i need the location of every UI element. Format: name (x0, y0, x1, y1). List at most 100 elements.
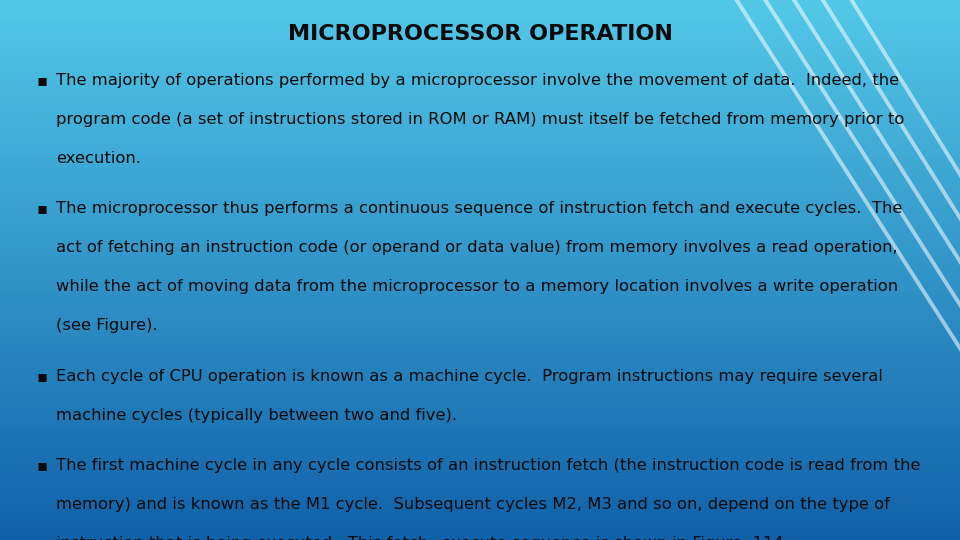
Bar (0, 169, 960, 171)
Bar (0, 275, 960, 277)
Bar (0, 81, 960, 83)
Bar (0, 144, 960, 146)
Bar (0, 385, 960, 387)
Bar (0, 115, 960, 117)
Bar (0, 324, 960, 326)
Bar (0, 225, 960, 227)
Bar (0, 167, 960, 169)
Bar (0, 166, 960, 167)
Bar (0, 320, 960, 322)
Bar (0, 443, 960, 444)
Bar (0, 401, 960, 403)
Bar (0, 79, 960, 81)
Bar (0, 248, 960, 250)
Bar (0, 383, 960, 385)
Bar (0, 349, 960, 351)
Bar (0, 231, 960, 232)
Bar (0, 133, 960, 135)
Bar (0, 36, 960, 38)
Bar (0, 52, 960, 54)
Bar (0, 4, 960, 5)
Bar (0, 228, 960, 231)
Text: machine cycles (typically between two and five).: machine cycles (typically between two an… (56, 408, 457, 423)
Bar (0, 7, 960, 9)
Text: execution.: execution. (56, 151, 140, 166)
Bar (0, 255, 960, 258)
Bar (0, 11, 960, 12)
Bar (0, 498, 960, 501)
Bar (0, 342, 960, 344)
Bar (0, 439, 960, 441)
Bar (0, 304, 960, 306)
Bar (0, 339, 960, 340)
Bar (0, 533, 960, 535)
Bar (0, 99, 960, 101)
Bar (0, 491, 960, 493)
Bar (0, 470, 960, 471)
Bar (0, 158, 960, 160)
Bar (0, 96, 960, 97)
Bar (0, 358, 960, 360)
Bar (0, 455, 960, 457)
Bar (0, 117, 960, 119)
Bar (0, 25, 960, 27)
Bar (0, 336, 960, 339)
Bar (0, 173, 960, 174)
Bar (0, 212, 960, 214)
Bar (0, 83, 960, 85)
Bar (0, 56, 960, 58)
Bar (0, 515, 960, 517)
Bar (0, 252, 960, 254)
Bar (0, 486, 960, 488)
Bar (0, 12, 960, 15)
Text: memory) and is known as the M1 cycle.  Subsequent cycles M2, M3 and so on, depen: memory) and is known as the M1 cycle. Su… (56, 497, 890, 512)
Bar (0, 16, 960, 18)
Bar (0, 400, 960, 401)
Bar (0, 502, 960, 504)
Bar (0, 220, 960, 221)
Bar (0, 517, 960, 518)
Bar (0, 180, 960, 182)
Bar (0, 461, 960, 463)
Bar (0, 187, 960, 189)
Bar (0, 351, 960, 353)
Bar (0, 5, 960, 7)
Bar (0, 65, 960, 66)
Bar (0, 513, 960, 515)
Bar (0, 258, 960, 259)
Bar (0, 189, 960, 191)
Bar (0, 279, 960, 281)
Bar (0, 448, 960, 450)
Bar (0, 410, 960, 412)
Bar (0, 295, 960, 297)
Bar (0, 126, 960, 128)
Bar (0, 162, 960, 164)
Bar (0, 288, 960, 290)
Bar (0, 390, 960, 393)
Text: ▪: ▪ (36, 201, 48, 217)
Bar (0, 123, 960, 124)
Bar (0, 194, 960, 196)
Bar (0, 110, 960, 112)
Bar (0, 97, 960, 99)
Bar (0, 481, 960, 482)
Bar (0, 511, 960, 513)
Bar (0, 524, 960, 525)
Bar (0, 312, 960, 313)
Bar (0, 247, 960, 248)
Bar (0, 393, 960, 394)
Bar (0, 417, 960, 420)
Bar (0, 201, 960, 204)
Bar (0, 234, 960, 236)
Bar (0, 42, 960, 43)
Bar (0, 146, 960, 147)
Bar (0, 39, 960, 42)
Bar (0, 241, 960, 243)
Bar (0, 493, 960, 495)
Bar (0, 428, 960, 430)
Bar (0, 490, 960, 491)
Bar (0, 120, 960, 123)
Bar (0, 196, 960, 198)
Bar (0, 282, 960, 285)
Bar (0, 319, 960, 320)
